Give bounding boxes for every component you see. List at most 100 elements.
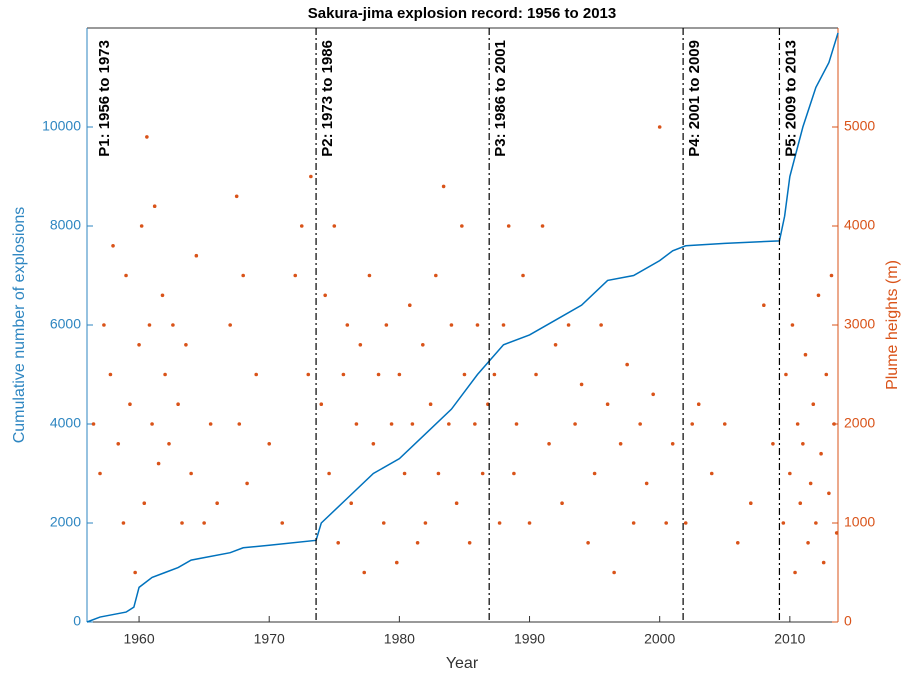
scatter-point [111,244,115,248]
x-tick-label: 1990 [514,631,545,647]
scatter-point [415,541,420,545]
scatter-point [156,461,161,466]
scatter-point [803,352,808,357]
period-label: P4: 2001 to 2009 [686,40,703,157]
scatter-point [147,323,152,327]
scatter-point [816,293,821,298]
scatter-point [806,541,810,545]
scatter-point [208,422,213,426]
y-tick-label: 4000 [50,415,81,431]
y-axis-label: Cumulative number of explosions [11,207,28,444]
scatter-point [402,471,407,476]
scatter-point [150,422,154,426]
scatter-point [389,422,394,426]
scatter-point [808,481,813,486]
scatter-point [234,194,239,199]
scatter-point [421,343,425,347]
scatter-point [605,402,610,407]
scatter-point [423,521,428,525]
scatter-point [819,451,823,456]
scatter-point [771,442,775,446]
scatter-point [184,343,188,347]
y-tick-label: 8000 [50,217,81,233]
scatter-point [625,362,629,367]
scatter-point [336,541,341,545]
scatter-point [573,422,577,426]
x-tick-label: 1960 [123,631,154,647]
period-label: P1: 1956 to 1973 [96,40,113,157]
scatter-point [473,422,477,426]
period-label: P5: 2009 to 2013 [782,40,799,157]
scatter-point [108,372,113,377]
scatter-point [128,402,132,407]
scatter-point [512,471,516,476]
scatter-point [748,501,753,506]
scatter-point [354,422,359,426]
scatter-point [560,501,564,506]
scatter-point [599,323,603,327]
scatter-point [592,471,597,476]
scatter-point [267,442,272,446]
scatter-point [827,491,831,496]
scatter-point [254,372,259,377]
scatter-point [381,521,386,525]
scatter-point [332,224,337,228]
scatter-point [124,273,128,278]
scatter-point [534,372,538,377]
scatter-point [436,471,441,476]
scatter-point [137,343,141,347]
scatter-point [323,293,327,298]
scatter-point [781,521,786,525]
scatter-point [434,273,438,278]
x-tick-label: 1980 [384,631,415,647]
scatter-point [306,372,311,377]
scatter-point [167,442,171,446]
scatter-point [341,372,346,377]
y-tick-label: 0 [73,613,81,629]
scatter-point [566,323,571,327]
scatter-point [397,372,402,377]
scatter-point [821,560,826,565]
scatter-point [790,323,795,327]
scatter-point [795,422,800,426]
scatter-point [319,402,324,407]
y2-tick-label: 5000 [844,118,875,134]
scatter-point [683,521,688,525]
y2-tick-label: 3000 [844,316,875,332]
scatter-point [475,323,480,327]
scatter-point [722,422,727,426]
x-axis-label: Year [446,655,479,672]
scatter-point [194,253,199,258]
scatter-point [202,521,206,525]
scatter-point [309,174,313,179]
scatter-point [454,501,459,506]
scatter-point [152,204,157,208]
scatter-point [547,442,551,446]
scatter-point [447,422,451,426]
scatter-point [280,521,285,525]
scatter-point [798,501,803,506]
scatter-point [586,541,590,545]
scatter-point [801,442,805,446]
scatter-point [460,224,464,228]
scatter-point [834,531,839,535]
y2-tick-label: 2000 [844,415,875,431]
scatter-point [245,481,249,486]
scatter-point [160,293,165,298]
scatter-point [394,560,399,565]
scatter-point [618,442,623,446]
scatter-point [139,224,144,228]
x-tick-label: 2010 [774,631,805,647]
scatter-point [832,422,836,426]
scatter-point [142,501,147,506]
scatter-point [644,481,649,486]
scatter-point [293,273,298,278]
scatter-point [91,422,96,426]
scatter-point [327,471,331,476]
scatter-point [793,570,797,575]
scatter-point [814,521,818,525]
scatter-point [735,541,740,545]
y2-tick-label: 1000 [844,514,875,530]
